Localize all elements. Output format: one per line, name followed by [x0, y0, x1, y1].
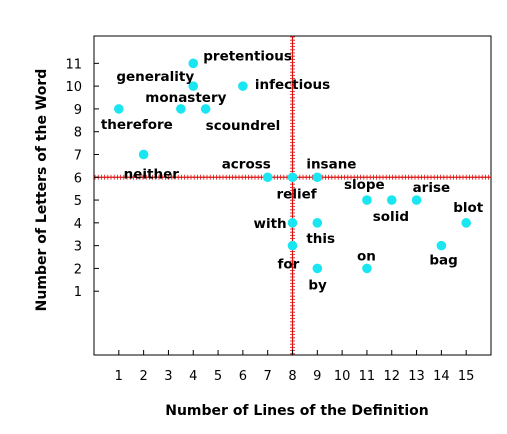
y-tick-label: 7: [74, 148, 82, 163]
data-point: [114, 104, 124, 114]
data-point: [287, 218, 298, 228]
point-label: scoundrel: [206, 118, 281, 134]
data-point: [238, 81, 248, 91]
data-point: [200, 104, 211, 114]
data-point: [188, 58, 199, 69]
point-label: pretentious: [203, 48, 292, 64]
point-label: monastery: [145, 90, 226, 106]
point-label: infectious: [255, 77, 330, 93]
data-point: [362, 195, 372, 205]
point-label: neither: [124, 166, 180, 182]
data-point: [287, 240, 298, 251]
x-tick-label: 4: [189, 369, 197, 384]
point-label: across: [222, 156, 271, 172]
data-point: [386, 195, 397, 205]
y-tick-label: 10: [65, 80, 82, 95]
data-point: [411, 195, 422, 205]
data-point: [312, 263, 323, 274]
x-tick-label: 2: [139, 369, 147, 384]
x-tick-label: 10: [334, 369, 351, 384]
point-label: with: [254, 216, 287, 232]
point-label: this: [306, 231, 335, 247]
x-tick-label: 7: [264, 369, 272, 384]
y-tick-label: 3: [74, 240, 82, 255]
x-tick-label: 5: [214, 369, 222, 384]
y-tick-label: 1: [74, 285, 82, 300]
data-point: [312, 218, 323, 228]
x-tick-label: 9: [313, 369, 321, 384]
x-tick-label: 6: [239, 369, 247, 384]
y-tick-label: 4: [74, 217, 82, 232]
x-tick-label: 1: [115, 369, 123, 384]
point-label: for: [278, 257, 300, 273]
point-label: on: [357, 248, 376, 264]
x-tick-label: 11: [359, 369, 376, 384]
point-label: generality: [116, 69, 194, 85]
point-label: solid: [373, 209, 409, 225]
y-tick-label: 9: [74, 103, 82, 118]
y-tick-label: 5: [74, 194, 82, 209]
data-point: [262, 172, 273, 183]
y-tick-label: 6: [74, 171, 82, 186]
data-points: [114, 58, 471, 274]
x-tick-label: 12: [383, 369, 400, 384]
point-label: blot: [453, 200, 484, 216]
point-label: by: [308, 277, 327, 293]
x-tick-label: 13: [408, 369, 425, 384]
y-tick-label: 8: [74, 126, 82, 141]
x-tick-label: 14: [433, 369, 450, 384]
data-point: [461, 218, 471, 228]
data-point: [436, 240, 447, 251]
x-tick-label: 3: [164, 369, 172, 384]
data-point: [176, 104, 186, 114]
y-axis-title: Number of Letters of the Word: [34, 69, 50, 312]
data-point: [188, 81, 199, 91]
point-label: relief: [277, 186, 317, 202]
point-label: therefore: [101, 117, 173, 133]
data-point: [287, 172, 298, 183]
point-label: arise: [413, 180, 451, 196]
data-point: [138, 149, 149, 160]
x-axis-title: Number of Lines of the Definition: [165, 403, 428, 419]
x-tick-label: 15: [458, 369, 475, 384]
x-tick-label: 8: [288, 369, 296, 384]
data-point: [312, 172, 323, 183]
y-tick-label: 11: [65, 57, 82, 72]
point-label: bag: [429, 253, 457, 269]
point-label: slope: [344, 177, 385, 193]
point-label: insane: [306, 156, 356, 172]
point-labels: pretentious generality infectious monastery…: [101, 48, 484, 293]
y-tick-label: 2: [74, 262, 82, 277]
data-point: [362, 263, 372, 274]
